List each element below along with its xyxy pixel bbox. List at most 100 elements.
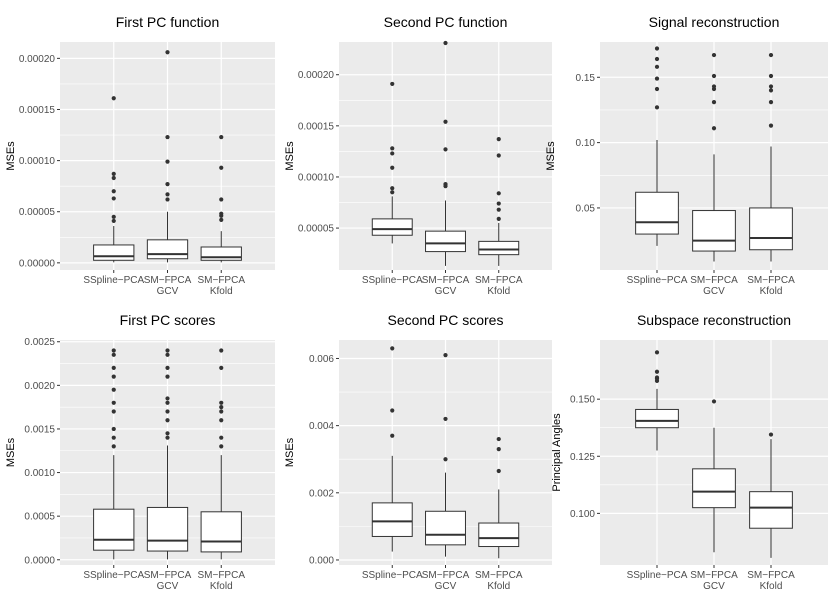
x-tick-label: GCV: [703, 581, 725, 592]
y-tick-label: 0.0005: [24, 512, 55, 523]
outlier-point: [111, 435, 116, 440]
y-tick-label: 0.00010: [298, 172, 335, 183]
box-body: [146, 506, 189, 552]
y-tick-label: 0.000: [309, 555, 334, 566]
outlier-point: [111, 444, 116, 449]
x-tick-label: SM−FPCA: [144, 570, 192, 581]
outlier-point: [165, 409, 170, 414]
x-tick-label: SM−FPCA: [690, 570, 738, 581]
x-tick-label: GCV: [435, 286, 457, 297]
outlier-point: [111, 426, 116, 432]
outlier-point: [111, 352, 116, 357]
outlier-point: [768, 88, 774, 93]
outlier-point: [768, 52, 774, 58]
outlier-point: [219, 348, 224, 353]
box-body: [749, 207, 793, 251]
panel-title: First PC function: [116, 14, 219, 30]
outlier-point: [165, 365, 170, 371]
outlier-point: [711, 73, 717, 79]
box-body: [200, 511, 242, 553]
outlier-point: [219, 211, 224, 216]
outlier-point: [496, 153, 501, 158]
box-body: [93, 508, 135, 551]
box-3: [200, 134, 242, 263]
box-body: [692, 210, 736, 252]
outlier-point: [219, 400, 224, 405]
outlier-point: [654, 369, 660, 374]
outlier-point: [219, 405, 224, 410]
x-tick-label: SM−FPCA: [197, 570, 245, 581]
outlier-point: [768, 84, 774, 89]
x-tick-label: SM−FPCA: [475, 570, 523, 581]
y-tick-label: 0.002: [309, 488, 334, 499]
x-tick-label: SM−FPCA: [422, 570, 470, 581]
x-tick-label: GCV: [157, 581, 179, 592]
x-tick-label: GCV: [435, 581, 457, 592]
box-body: [635, 191, 679, 235]
box-1: [93, 348, 135, 560]
outlier-point: [496, 137, 501, 142]
outlier-point: [111, 387, 116, 392]
box-body: [371, 502, 413, 537]
outlier-point: [711, 126, 717, 131]
box-3: [200, 348, 242, 560]
outlier-point: [443, 457, 448, 462]
x-tick-label: GCV: [703, 286, 725, 297]
outlier-point: [443, 119, 448, 124]
panel-title: First PC scores: [120, 312, 216, 328]
y-tick-label: 0.0015: [24, 424, 55, 435]
box-body: [478, 240, 520, 256]
outlier-point: [111, 214, 116, 219]
y-tick-label: 0.004: [309, 421, 334, 432]
x-tick-label: SM−FPCA: [747, 275, 795, 286]
outlier-point: [654, 350, 660, 355]
y-tick-label: 0.0020: [24, 381, 55, 392]
outlier-point: [219, 134, 224, 140]
y-tick-label: 0.00015: [19, 105, 56, 116]
y-tick-label: 0.00020: [19, 54, 56, 65]
outlier-point: [654, 105, 660, 110]
panel-title: Subspace reconstruction: [637, 312, 791, 328]
outlier-point: [496, 201, 501, 206]
outlier-point: [390, 81, 395, 87]
x-tick-label: Kfold: [760, 286, 783, 297]
y-tick-label: 0.125: [570, 452, 595, 463]
outlier-point: [111, 348, 116, 353]
box-1: [371, 346, 413, 552]
outlier-point: [711, 100, 717, 105]
x-tick-label: SSpline−PCA: [83, 570, 144, 581]
outlier-point: [768, 100, 774, 105]
box-3: [478, 436, 520, 559]
panel-4: 0.0000 0.0005 0.0010 0.0015 0.0020 0.0025 SSpl…: [5, 312, 275, 592]
x-tick-label: GCV: [157, 286, 179, 297]
y-axis-label: MSEs: [284, 437, 296, 467]
y-axis-label: MSEs: [5, 141, 17, 171]
outlier-point: [496, 207, 501, 212]
outlier-point: [111, 374, 116, 379]
outlier-point: [496, 468, 501, 474]
outlier-point: [219, 197, 224, 202]
outlier-point: [165, 348, 170, 353]
box-2: [146, 50, 189, 263]
outlier-point: [768, 73, 774, 79]
y-tick-label: 0.00005: [298, 224, 335, 235]
x-tick-label: SSpline−PCA: [83, 275, 144, 286]
outlier-point: [654, 46, 660, 51]
y-tick-label: 0.0025: [24, 337, 55, 348]
outlier-point: [165, 197, 170, 202]
box-body: [200, 246, 242, 261]
panel-title: Signal reconstruction: [649, 14, 780, 30]
panel-title: Second PC scores: [388, 312, 504, 328]
outlier-point: [654, 76, 660, 81]
y-axis-label: MSEs: [284, 141, 296, 171]
outlier-point: [390, 346, 395, 351]
y-tick-label: 0.00020: [298, 70, 335, 81]
y-axis-label: MSEs: [545, 141, 557, 171]
outlier-point: [165, 374, 170, 379]
x-tick-label: SSpline−PCA: [362, 275, 423, 286]
panel-title: Second PC function: [384, 14, 508, 30]
x-tick-label: Kfold: [760, 581, 783, 592]
box-body: [692, 468, 736, 509]
x-tick-label: Kfold: [487, 286, 510, 297]
